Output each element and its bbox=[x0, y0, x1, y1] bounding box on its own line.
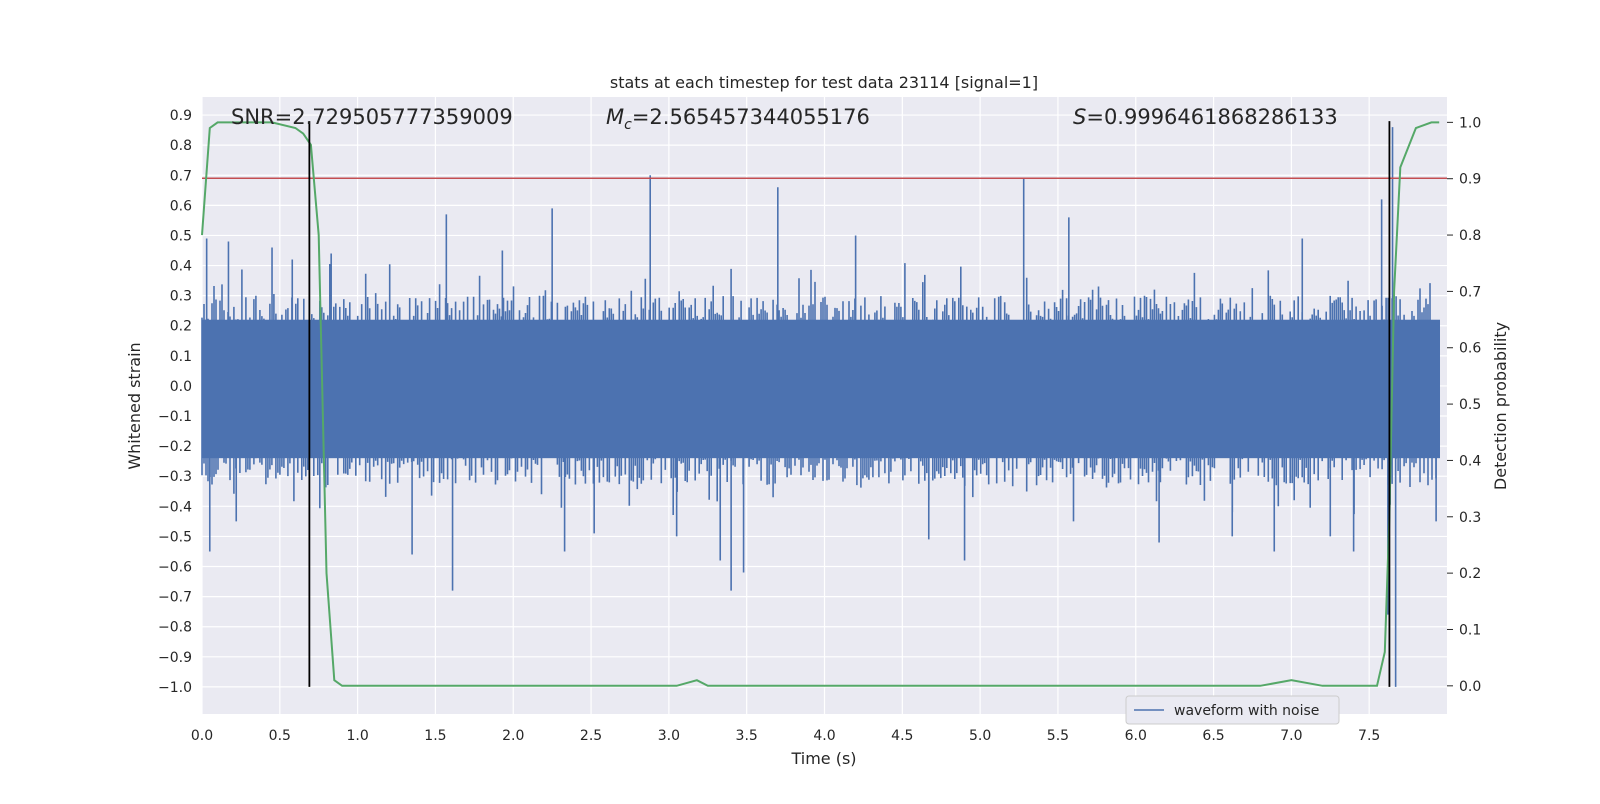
y-tick-label: −0.4 bbox=[158, 499, 192, 515]
x-tick-label: 7.5 bbox=[1358, 728, 1380, 744]
y-tick-label: −0.8 bbox=[158, 620, 192, 636]
y-tick-label: 0.4 bbox=[170, 259, 192, 275]
y2-tick-label: 1.0 bbox=[1459, 115, 1481, 131]
legend: waveform with noise bbox=[1125, 695, 1340, 725]
y2-tick-label: 0.9 bbox=[1459, 172, 1481, 188]
y-tick-label: 0.1 bbox=[170, 349, 192, 365]
y2-tick-label: 0.2 bbox=[1459, 566, 1481, 582]
y2-tick-label: 0.3 bbox=[1459, 510, 1481, 526]
x-tick-labels: 0.0 0.5 1.0 1.5 2.0 2.5 3.0 3.5 4.0 4.5 5.0 5.5 6.0 6… bbox=[191, 728, 1380, 744]
y-tick-label: −1.0 bbox=[158, 680, 192, 696]
chirp-mass-annotation: Mc=2.565457344055176 bbox=[606, 105, 870, 133]
snr-annotation: SNR=2.729505777359009 bbox=[231, 105, 513, 129]
y2-tick-label: 0.8 bbox=[1459, 228, 1481, 244]
y-tick-label: −0.6 bbox=[158, 560, 192, 576]
y-tick-label: 0.5 bbox=[170, 228, 192, 244]
y-tick-label: −0.9 bbox=[158, 650, 192, 666]
y-tick-labels: 0.9 0.8 0.7 0.6 0.5 0.4 0.3 0.2 0.1 0.0 −0.1 −0.2 −0… bbox=[158, 108, 192, 696]
y-tick-label: −0.3 bbox=[158, 469, 192, 485]
x-tick-label: 6.5 bbox=[1202, 728, 1224, 744]
x-tick-label: 5.5 bbox=[1047, 728, 1069, 744]
x-tick-label: 6.0 bbox=[1125, 728, 1147, 744]
y2-tick-label: 0.4 bbox=[1459, 453, 1481, 469]
x-tick-label: 4.5 bbox=[891, 728, 913, 744]
x-tick-label: 1.5 bbox=[424, 728, 446, 744]
y-tick-label: 0.3 bbox=[170, 289, 192, 305]
marker-lines bbox=[308, 121, 1391, 687]
y2-tick-label: 0.7 bbox=[1459, 284, 1481, 300]
x-tick-label: 3.0 bbox=[658, 728, 680, 744]
score-value: =0.9996461868286133 bbox=[1086, 105, 1337, 129]
legend-label: waveform with noise bbox=[1174, 703, 1319, 719]
y-tick-label: −0.1 bbox=[158, 409, 192, 425]
y-tick-label: 0.7 bbox=[170, 168, 192, 184]
chart-title: stats at each timestep for test data 231… bbox=[610, 73, 1038, 92]
y-tick-label: 0.9 bbox=[170, 108, 192, 124]
x-tick-label: 3.5 bbox=[736, 728, 758, 744]
y-tick-label: 0.2 bbox=[170, 319, 192, 335]
y-tick-label: −0.5 bbox=[158, 529, 192, 545]
x-tick-label: 0.0 bbox=[191, 728, 213, 744]
probability-series bbox=[201, 121, 1440, 687]
y-axis-label: Whitened strain bbox=[125, 342, 144, 469]
y-tick-label: 0.8 bbox=[170, 138, 192, 154]
score-symbol: S bbox=[1073, 105, 1086, 129]
x-tick-label: 2.5 bbox=[580, 728, 602, 744]
y-tick-label: 0.0 bbox=[170, 379, 192, 395]
y2-tick-label: 0.5 bbox=[1459, 397, 1481, 413]
x-tick-label: 2.0 bbox=[502, 728, 524, 744]
chirp-mass-symbol: M bbox=[606, 105, 624, 129]
probability-line bbox=[201, 121, 1440, 687]
x-tick-label: 4.0 bbox=[813, 728, 835, 744]
y2-tick-label: 0.0 bbox=[1459, 679, 1481, 695]
chirp-mass-subscript: c bbox=[624, 117, 632, 133]
x-axis-label: Time (s) bbox=[790, 749, 856, 768]
chirp-mass-value: =2.565457344055176 bbox=[632, 105, 870, 129]
score-annotation: S=0.9996461868286133 bbox=[1073, 105, 1338, 129]
waveform-series bbox=[201, 127, 1440, 687]
y-tick-label: −0.2 bbox=[158, 439, 192, 455]
x-tick-label: 1.0 bbox=[346, 728, 368, 744]
y2-axis-label: Detection probability bbox=[1491, 322, 1510, 490]
y2-tick-label: 0.6 bbox=[1459, 341, 1481, 357]
y2-tick-label: 0.1 bbox=[1459, 622, 1481, 638]
y-tick-label: −0.7 bbox=[158, 590, 192, 606]
x-tick-label: 5.0 bbox=[969, 728, 991, 744]
y-tick-label: 0.6 bbox=[170, 198, 192, 214]
x-tick-label: 0.5 bbox=[269, 728, 291, 744]
waveform-core-band bbox=[202, 319, 1440, 459]
legend-box bbox=[1125, 695, 1340, 725]
x-tick-label: 7.0 bbox=[1280, 728, 1302, 744]
y2-tick-labels: 1.0 0.9 0.8 0.7 0.6 0.5 0.4 0.3 0.2 0.1 0.0 bbox=[1447, 115, 1481, 695]
